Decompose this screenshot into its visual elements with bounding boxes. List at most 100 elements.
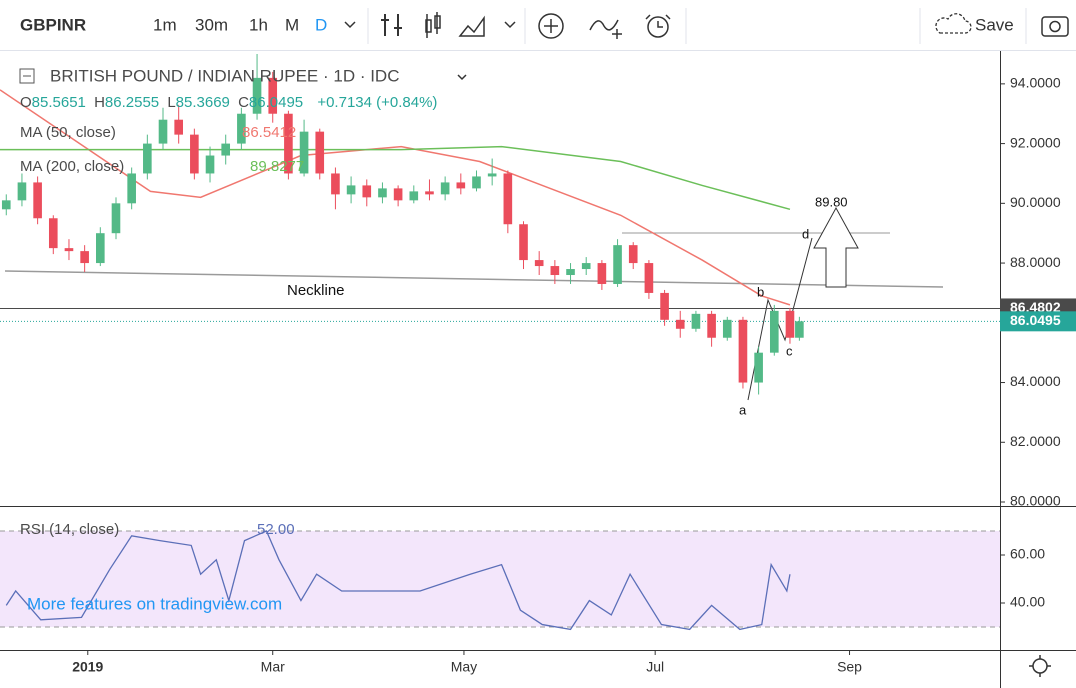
change: +0.7134 (+0.84%) bbox=[317, 94, 437, 111]
candle-body bbox=[597, 263, 607, 284]
plot bbox=[0, 53, 1000, 631]
x-tick-label: 2019 bbox=[72, 659, 103, 675]
candle-body bbox=[158, 119, 168, 144]
wave-label: a bbox=[739, 402, 747, 417]
ma-line bbox=[0, 145, 791, 211]
candle-body bbox=[613, 245, 622, 284]
candle-body bbox=[472, 176, 481, 189]
candle-body bbox=[550, 266, 560, 276]
candle-body bbox=[174, 119, 183, 135]
add-icon[interactable] bbox=[538, 13, 564, 39]
interval-button[interactable]: 1h bbox=[249, 15, 268, 34]
candle-body bbox=[503, 173, 513, 225]
candle-body bbox=[205, 155, 215, 174]
candle-body bbox=[80, 251, 89, 264]
candle-body bbox=[487, 173, 497, 177]
ohlc-key: C bbox=[238, 94, 249, 111]
candle-body bbox=[299, 131, 309, 174]
dropdown-icon[interactable] bbox=[457, 74, 467, 81]
candle-body bbox=[284, 113, 293, 174]
candle-body bbox=[795, 321, 804, 338]
candle-body bbox=[675, 319, 685, 329]
candle-body bbox=[425, 191, 434, 195]
neckline bbox=[4, 270, 944, 288]
y-tick-label: 94.0000 bbox=[1010, 75, 1061, 91]
candle-body bbox=[519, 224, 528, 261]
candle-body bbox=[96, 233, 105, 264]
dropdown-icon[interactable] bbox=[504, 21, 516, 29]
interval-button-active[interactable]: D bbox=[315, 15, 327, 34]
candle-body bbox=[754, 352, 763, 383]
interval-button[interactable]: 30m bbox=[195, 15, 228, 34]
x-tick-label: Jul bbox=[646, 659, 664, 675]
ma-line bbox=[0, 89, 791, 306]
cloud-icon[interactable] bbox=[935, 13, 972, 34]
add-icon-cross bbox=[544, 19, 558, 33]
ohlc-value: 86.2555 bbox=[105, 94, 159, 111]
wave-label: d bbox=[802, 226, 809, 241]
candle-body bbox=[628, 245, 638, 264]
wave-label: c bbox=[786, 343, 793, 358]
ohlc-key: O bbox=[20, 94, 32, 111]
rsi-tick-label: 60.00 bbox=[1010, 546, 1045, 562]
dropdown-icon[interactable] bbox=[344, 21, 356, 29]
ma-legend-value: 86.5412 bbox=[242, 124, 296, 141]
candle-body bbox=[769, 310, 779, 353]
ohlc-value: 85.5651 bbox=[32, 94, 86, 111]
interval-button[interactable]: M bbox=[285, 15, 299, 34]
snapshot-icon[interactable] bbox=[1041, 16, 1069, 37]
y-tick-label: 92.0000 bbox=[1010, 134, 1061, 150]
rsi-tick-label: 40.00 bbox=[1010, 594, 1045, 610]
candle-body bbox=[237, 113, 246, 144]
promo-link[interactable]: More features on tradingview.com bbox=[27, 594, 282, 613]
symbol[interactable]: GBPINR bbox=[20, 15, 86, 34]
candle-body bbox=[1, 200, 11, 210]
rsi-value: 52.00 bbox=[257, 521, 295, 538]
candle-body bbox=[346, 185, 356, 195]
price-marker-label: 86.4802 bbox=[1010, 299, 1061, 315]
candle-body bbox=[190, 134, 199, 174]
candle-body bbox=[409, 191, 419, 201]
target-label: 89.80 bbox=[815, 194, 848, 209]
candles-icon[interactable] bbox=[425, 12, 441, 38]
candle-body bbox=[581, 263, 591, 270]
ohlc-key: H bbox=[94, 94, 105, 111]
candle-body bbox=[331, 173, 340, 195]
candle-body bbox=[143, 143, 152, 174]
indicators-icon[interactable] bbox=[589, 19, 622, 39]
alert-icon[interactable] bbox=[647, 16, 669, 38]
candle-body bbox=[440, 182, 450, 195]
legend-title: BRITISH POUND / INDIAN RUPEE · 1D · IDC bbox=[50, 66, 399, 85]
ohlc-legend: O85.5651 H86.2555 L85.3669 C86.0495 +0.7… bbox=[20, 94, 437, 111]
candle-body bbox=[691, 313, 701, 329]
candle-body bbox=[315, 131, 325, 174]
rsi-line bbox=[5, 530, 791, 631]
rsi-legend: RSI (14, close) bbox=[20, 521, 119, 538]
candle-body bbox=[785, 310, 795, 338]
candle-body bbox=[221, 143, 231, 156]
candle-body bbox=[362, 185, 372, 198]
interval-button[interactable]: 1m bbox=[153, 15, 177, 34]
settings-icon-teeth bbox=[1029, 655, 1051, 677]
candle-body bbox=[722, 319, 732, 338]
candle-body bbox=[48, 218, 58, 249]
neckline-label: Neckline bbox=[287, 282, 345, 299]
candle-body bbox=[33, 182, 42, 219]
rsi-background bbox=[0, 530, 1000, 628]
x-tick-label: Mar bbox=[261, 659, 285, 675]
ma-legend-name: MA (200, close) bbox=[20, 158, 124, 175]
candle-body bbox=[64, 248, 74, 252]
save-button[interactable]: Save bbox=[975, 15, 1014, 34]
x-tick-label: May bbox=[451, 659, 477, 675]
area-icon[interactable] bbox=[458, 15, 485, 37]
y-tick-label: 90.0000 bbox=[1010, 194, 1061, 210]
ohlc-value: 86.0495 bbox=[249, 94, 303, 111]
bars-icon[interactable] bbox=[381, 14, 402, 36]
ma-legend: MA (50, close) 86.5412 MA (200, close) 89.8… bbox=[20, 124, 304, 175]
candle-body bbox=[707, 313, 716, 338]
candle-body bbox=[644, 263, 654, 293]
collapse-icon[interactable] bbox=[19, 68, 35, 84]
snapshot-lens bbox=[1049, 20, 1061, 33]
rsi-band bbox=[0, 531, 1000, 627]
